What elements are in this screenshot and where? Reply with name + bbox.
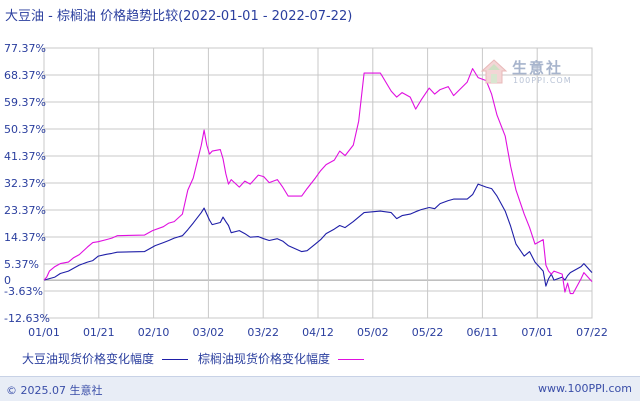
grid-layer [43,47,593,319]
legend-swatch-soybean-oil [162,359,189,360]
footer-copyright: © 2025.07 生意社 [6,384,103,397]
footer-site-link[interactable]: www.100PPI.com [538,382,632,395]
legend-label-soybean-oil: 大豆油现货价格变化幅度 [22,352,155,366]
y-tick-label: 77.37% [4,42,46,55]
series-layer [43,68,593,295]
legend-swatch-palm-oil [338,359,365,360]
y-tick-label: 41.37% [4,150,46,163]
series-line-soybean-oil [43,183,593,287]
x-tick-label: 05/02 [357,326,389,339]
tick-labels: 77.37% 68.37% 59.37% 50.37% 41.37% 32.37% 23.3… [4,42,608,339]
y-tick-label: 5.37% [4,258,39,271]
y-tick-label: 32.37% [4,177,46,190]
y-tick-label: -3.63% [4,285,43,298]
x-tick-label: 02/10 [138,326,170,339]
x-tick-label: 01/21 [83,326,115,339]
zero-label: 0 [4,274,11,287]
y-tick-label: 68.37% [4,69,46,82]
x-tick-label: 05/22 [412,326,444,339]
y-tick-label: 23.37% [4,204,46,217]
y-tick-label: 14.37% [4,231,46,244]
x-tick-label: 01/01 [28,326,60,339]
y-tick-label: 59.37% [4,96,46,109]
chart-legend: 大豆油现货价格变化幅度 棕榈油现货价格变化幅度 [22,350,374,367]
x-tick-label: 07/01 [521,326,553,339]
watermark-brand: 生意社 [512,59,564,77]
x-tick-label: 07/22 [576,326,608,339]
y-tick-label: 50.37% [4,123,46,136]
x-tick-label: 03/02 [193,326,225,339]
series-line-palm-oil [43,68,593,295]
watermark-logo: 生意社 100PPI.COM [480,56,580,92]
x-tick-label: 03/22 [247,326,279,339]
legend-label-palm-oil: 棕榈油现货价格变化幅度 [198,352,331,366]
x-tick-label: 04/12 [302,326,334,339]
house-logo-icon [480,59,508,84]
watermark-url: 100PPI.COM [513,76,572,85]
x-tick-label: 06/11 [467,326,499,339]
footer-bar: © 2025.07 生意社 www.100PPI.com [0,376,640,401]
chart-title: 大豆油 - 棕榈油 价格趋势比较(2022-01-01 - 2022-07-22… [5,9,353,24]
y-tick-label: -12.63% [4,312,50,325]
